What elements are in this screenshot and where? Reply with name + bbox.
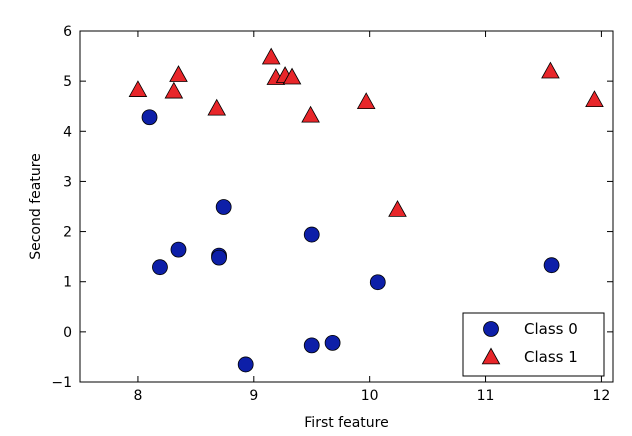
x-tick-label: 9 [249,388,258,404]
class-0-point [152,259,168,276]
class-0-point [215,199,232,215]
y-axis-label: Second feature [28,153,44,260]
y-tick-label: −1 [51,375,72,391]
class-0-point [237,356,254,373]
class-0-point [170,241,187,258]
class-0-point [303,226,320,243]
class-0-point [141,109,158,126]
legend-label: Class 1 [524,348,578,366]
y-tick-label: 2 [63,225,72,241]
y-tick-label: 6 [63,24,72,40]
plot-marks [128,47,604,373]
class-1-point [261,47,281,65]
class-1-point [541,61,560,79]
legend-class-1-marker [481,347,501,365]
x-tick-label: 8 [133,388,142,404]
x-tick-label: 10 [361,388,379,404]
x-tick-label: 11 [477,388,495,404]
legend-class-0-marker [483,321,499,337]
class-1-point [207,98,227,116]
legend-label: Class 0 [524,320,578,338]
y-tick-label: 0 [63,325,72,341]
y-tick-label: 4 [63,124,72,140]
class-1-point [301,105,320,123]
class-1-point [388,200,407,217]
class-0-point [303,337,320,354]
class-1-point [128,80,148,97]
y-tick-label: 3 [63,174,72,190]
class-1-point [164,81,184,99]
y-tick-label: 5 [63,74,72,90]
class-0-point [543,257,560,274]
x-axis-label: First feature [304,415,388,431]
class-1-point [169,65,188,82]
legend: Class 0 Class 1 [462,312,605,377]
class-1-point [356,92,376,110]
x-tick-label: 12 [592,388,610,404]
class-0-point [211,249,227,266]
class-0-point [324,334,341,351]
class-1-point [282,67,302,85]
plot-frame [79,30,614,383]
class-0-point [369,274,386,291]
class-1-point [585,90,604,107]
y-tick-label: 1 [63,275,72,291]
